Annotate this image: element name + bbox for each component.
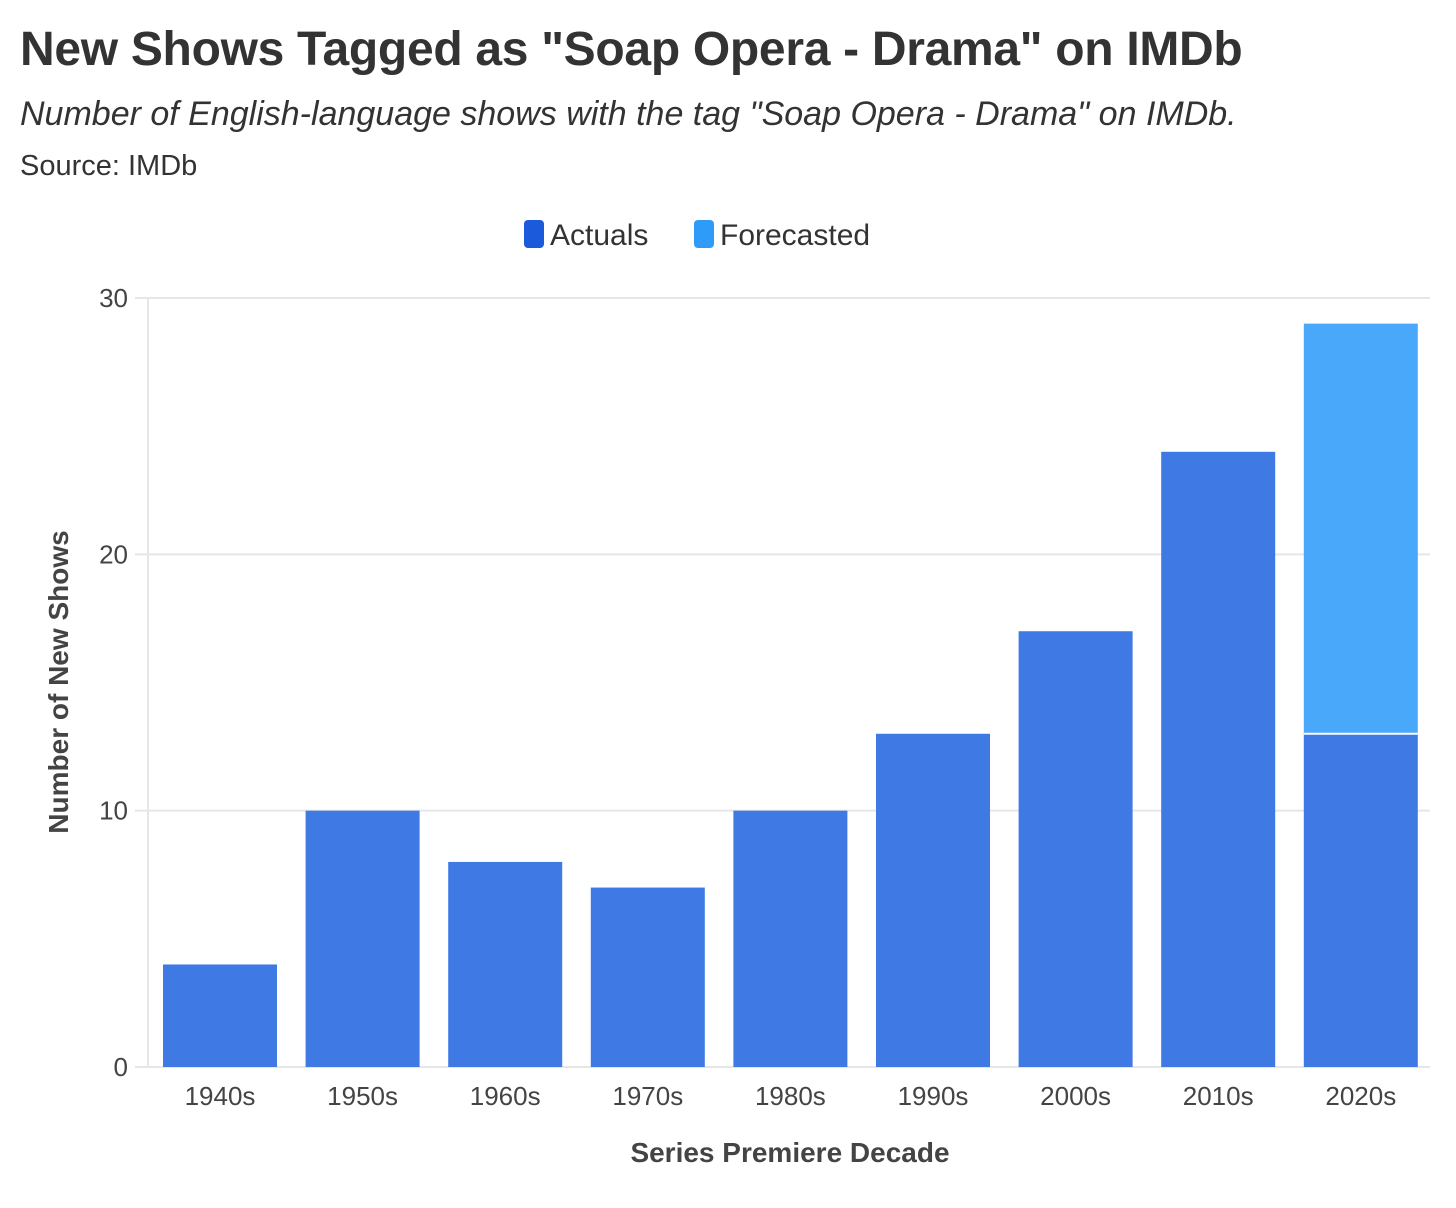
x-tick-label: 1990s [898,1081,969,1111]
x-tick-label: 1960s [470,1081,541,1111]
bar-actuals-2020s[interactable] [1303,733,1418,1067]
bar-forecasted-2020s[interactable] [1303,323,1418,734]
x-tick-label: 1980s [755,1081,826,1111]
chart-subtitle: Number of English-language shows with th… [20,95,1237,133]
y-tick-label: 20 [99,539,128,569]
x-tick-label: 2000s [1040,1081,1111,1111]
x-axis-title: Series Premiere Decade [630,1137,949,1168]
y-tick-label: 30 [99,283,128,313]
bar-actuals-1940s[interactable] [163,964,277,1067]
legend-swatch-forecasted [694,220,714,248]
y-axis: 0 10 20 30 [99,283,128,1082]
bar-actuals-1990s[interactable] [876,733,990,1067]
x-tick-label: 1970s [612,1081,683,1111]
x-axis: 1940s 1950s 1960s 1970s 1980s 1990s 2000s 2010s… [185,1081,1397,1111]
chart-source: Source: IMDb [20,150,198,182]
legend: Actuals Forecasted [524,219,870,252]
bar-actuals-2000s[interactable] [1018,631,1133,1067]
chart-title: New Shows Tagged as "Soap Opera - Drama"… [20,23,1243,76]
x-tick-label: 1950s [327,1081,398,1111]
bar-actuals-1970s[interactable] [590,887,705,1067]
legend-swatch-actuals [524,220,544,248]
y-tick-label: 0 [114,1052,128,1082]
y-tick-label: 10 [99,796,128,826]
x-tick-label: 2020s [1325,1081,1396,1111]
bar-actuals-1980s[interactable] [733,810,848,1067]
bar-actuals-1950s[interactable] [305,810,420,1067]
legend-label-forecasted: Forecasted [720,219,870,252]
bar-actuals-1960s[interactable] [448,861,563,1067]
bars [163,323,1418,1067]
bar-actuals-2010s[interactable] [1161,451,1276,1067]
y-axis-title: Number of New Shows [43,530,74,833]
legend-label-actuals: Actuals [550,219,648,252]
x-tick-label: 1940s [185,1081,256,1111]
x-tick-label: 2010s [1183,1081,1254,1111]
